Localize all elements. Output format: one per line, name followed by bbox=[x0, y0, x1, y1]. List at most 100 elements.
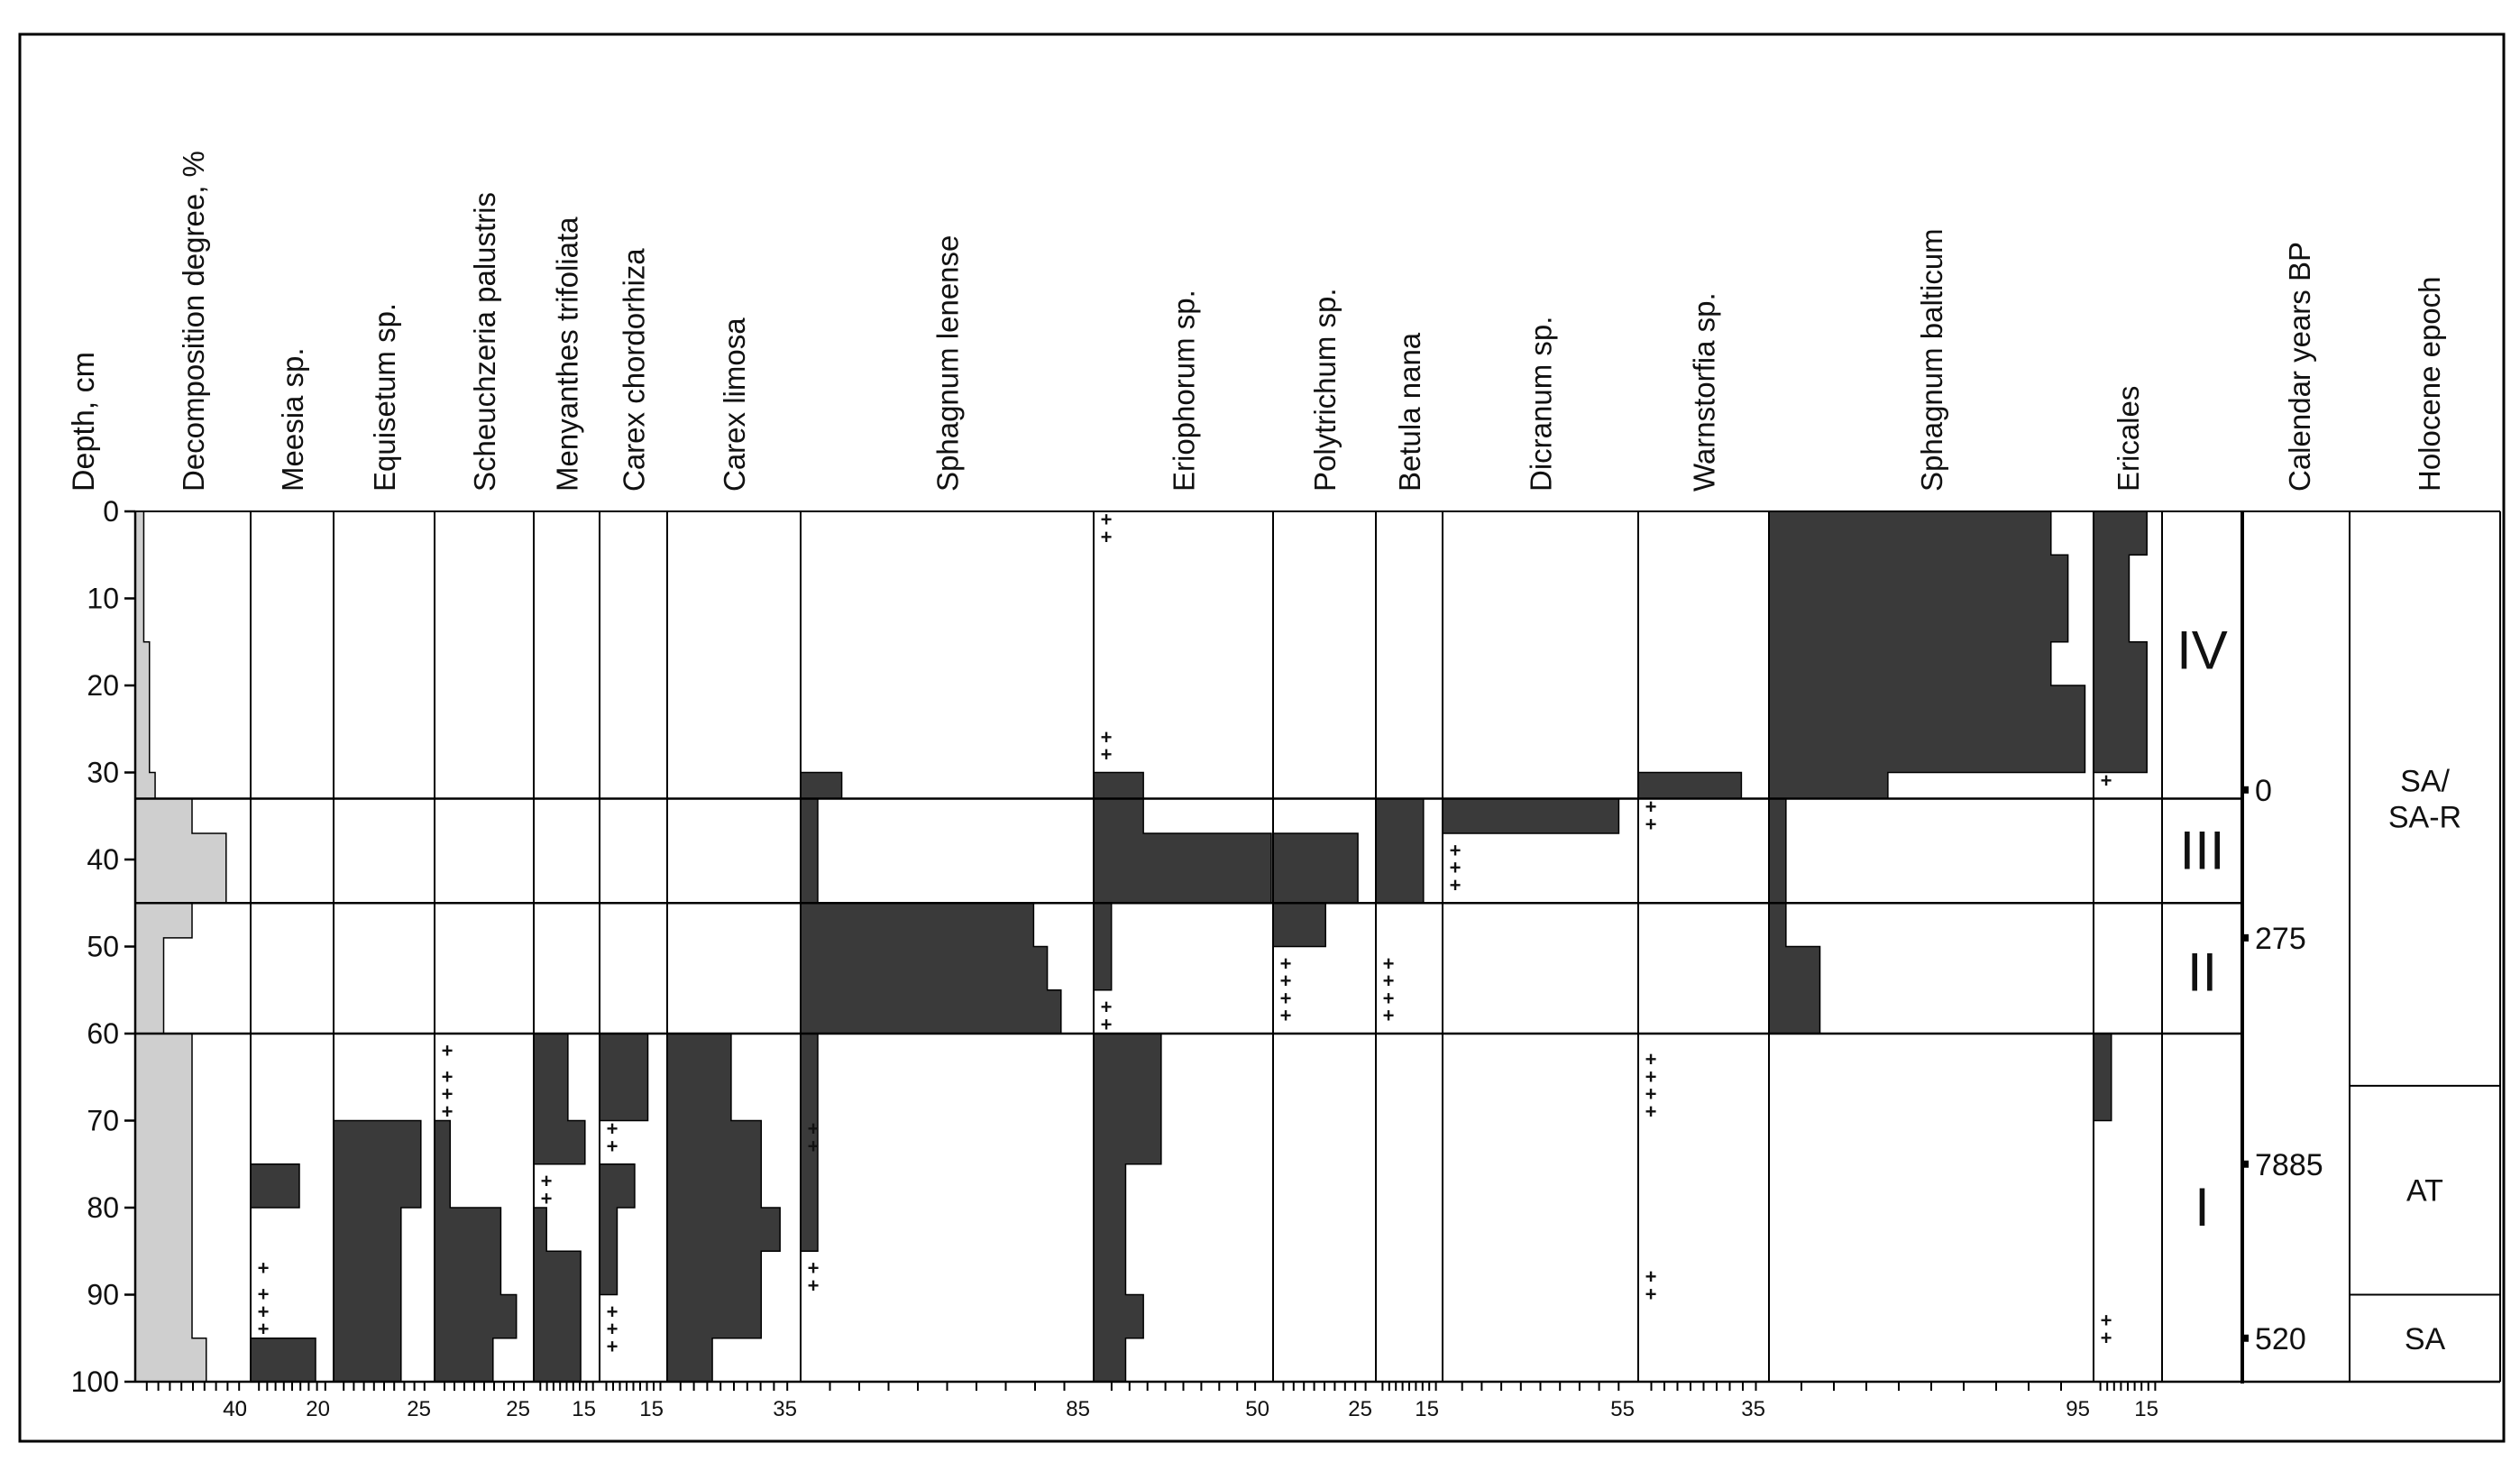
plus-marker: + bbox=[2101, 1309, 2112, 1331]
column-header: Sphagnum lenense bbox=[931, 235, 965, 492]
column-header: Carex chordorhiza bbox=[618, 248, 651, 492]
epoch-label: SA/ bbox=[2400, 764, 2450, 798]
column-header: Eriophorum sp. bbox=[1168, 290, 1201, 492]
plus-marker: + bbox=[1645, 1100, 1657, 1123]
column-max-label: 15 bbox=[2134, 1397, 2158, 1421]
column-header: Equisetum sp. bbox=[368, 303, 401, 492]
calendar-years-header: Calendar years BP bbox=[2283, 242, 2316, 492]
calendar-year-value: 7885 bbox=[2255, 1148, 2323, 1182]
plus-marker: + bbox=[607, 1318, 619, 1340]
column-max-label: 25 bbox=[407, 1397, 431, 1421]
column-max-label: 35 bbox=[773, 1397, 797, 1421]
plus-marker: + bbox=[1645, 1083, 1657, 1106]
depth-tick-label: 40 bbox=[87, 843, 119, 876]
column-header: Sphagnum balticum bbox=[1915, 228, 1948, 492]
column-header: Betula nana bbox=[1393, 332, 1426, 492]
grid-layer bbox=[124, 510, 2501, 1391]
depth-tick-label: 60 bbox=[87, 1017, 119, 1050]
plus-marker: + bbox=[442, 1100, 454, 1123]
plus-marker: + bbox=[258, 1301, 270, 1323]
plus-marker: + bbox=[1101, 726, 1113, 749]
column-max-label: 35 bbox=[1741, 1397, 1765, 1421]
plus-marker: + bbox=[258, 1257, 270, 1280]
plus-marker: + bbox=[1280, 970, 1292, 992]
plus-marker: + bbox=[808, 1117, 820, 1140]
plus-marker: + bbox=[808, 1274, 820, 1297]
depth-tick-label: 50 bbox=[87, 931, 119, 963]
plus-marker: + bbox=[808, 1257, 820, 1280]
plus-marker: + bbox=[258, 1318, 270, 1340]
column-header: Ericales bbox=[2112, 386, 2145, 492]
holocene-epoch-header: Holocene epoch bbox=[2413, 276, 2446, 492]
series-profile-7 bbox=[800, 511, 1062, 1382]
depth-tick-label: 90 bbox=[87, 1279, 119, 1311]
plus-marker: + bbox=[258, 1283, 270, 1306]
plus-marker: + bbox=[1645, 1048, 1657, 1071]
zone-label: II bbox=[2187, 942, 2217, 1002]
plus-marker: + bbox=[1645, 795, 1657, 818]
depth-tick-label: 30 bbox=[87, 757, 119, 789]
column-max-label: 25 bbox=[506, 1397, 530, 1421]
calendar-year-value: 275 bbox=[2255, 922, 2306, 956]
plus-marker: + bbox=[1383, 952, 1395, 975]
column-min-label: 40 bbox=[223, 1397, 247, 1421]
plus-marker: + bbox=[1280, 1005, 1292, 1027]
plus-marker: + bbox=[1450, 874, 1462, 896]
plus-marker: + bbox=[1101, 509, 1113, 531]
plus-marker: + bbox=[1280, 987, 1292, 1009]
year-tick-mark bbox=[2243, 1334, 2249, 1342]
year-tick-mark bbox=[2243, 786, 2249, 794]
plus-marker: + bbox=[808, 1135, 820, 1157]
year-tick-mark bbox=[2243, 1160, 2249, 1168]
depth-tick-label: 20 bbox=[87, 669, 119, 702]
depth-tick-label: 100 bbox=[71, 1365, 119, 1398]
column-max-label: 95 bbox=[2066, 1397, 2090, 1421]
plus-marker: + bbox=[1645, 1283, 1657, 1306]
column-max-label: 25 bbox=[1348, 1397, 1372, 1421]
plus-marker: + bbox=[541, 1170, 553, 1192]
plus-marker: + bbox=[1101, 526, 1113, 548]
column-max-label: 15 bbox=[1415, 1397, 1439, 1421]
plus-marker: + bbox=[1645, 1065, 1657, 1088]
plus-marker: + bbox=[1101, 1013, 1113, 1035]
column-header: Menyanthes trifoliata bbox=[551, 216, 584, 492]
plus-marker: + bbox=[1645, 813, 1657, 835]
depth-tick-label: 80 bbox=[87, 1191, 119, 1224]
column-max-label: 55 bbox=[1610, 1397, 1635, 1421]
column-header: Scheuchzeria palustris bbox=[468, 192, 501, 492]
plus-marker: + bbox=[442, 1039, 454, 1062]
column-header: Warnstorfia sp. bbox=[1688, 292, 1721, 492]
column-header: Dicranum sp. bbox=[1525, 317, 1558, 492]
zone-label: III bbox=[2179, 820, 2224, 880]
column-header: Polytrichum sp. bbox=[1308, 288, 1342, 492]
epoch-label: SA bbox=[2405, 1322, 2446, 1356]
column-max-label: 15 bbox=[572, 1397, 596, 1421]
year-tick-mark bbox=[2243, 933, 2249, 942]
zone-label: I bbox=[2195, 1177, 2210, 1237]
epoch-label: AT bbox=[2406, 1174, 2443, 1209]
plus-marker: + bbox=[1450, 839, 1462, 861]
plus-marker: + bbox=[442, 1083, 454, 1106]
column-max-label: 15 bbox=[639, 1397, 664, 1421]
calendar-year-value: 520 bbox=[2255, 1322, 2306, 1356]
column-header: Decomposition degree, % bbox=[177, 151, 210, 492]
plus-marker: + bbox=[1383, 1005, 1395, 1027]
text-layer: ++++++++++++++++++++++++++++++++++++++++… bbox=[67, 151, 2461, 1421]
column-max-label: 40 bbox=[223, 1397, 247, 1421]
plus-marker: + bbox=[2101, 1327, 2112, 1349]
column-max-label: 20 bbox=[306, 1397, 330, 1421]
plus-marker: + bbox=[2101, 769, 2112, 792]
series-profile-6 bbox=[666, 511, 781, 1383]
epoch-label: SA-R bbox=[2388, 800, 2461, 834]
plus-marker: + bbox=[442, 1065, 454, 1088]
calendar-year-value: 0 bbox=[2255, 774, 2272, 808]
series-profile-14 bbox=[2093, 510, 2148, 1382]
plus-marker: + bbox=[607, 1301, 619, 1323]
depth-tick-label: 10 bbox=[87, 583, 119, 615]
column-header: Carex limosa bbox=[718, 317, 751, 492]
plus-marker: + bbox=[1101, 743, 1113, 766]
depth-tick-label: 70 bbox=[87, 1105, 119, 1137]
plus-marker: + bbox=[607, 1117, 619, 1140]
plus-marker: + bbox=[1645, 1265, 1657, 1288]
